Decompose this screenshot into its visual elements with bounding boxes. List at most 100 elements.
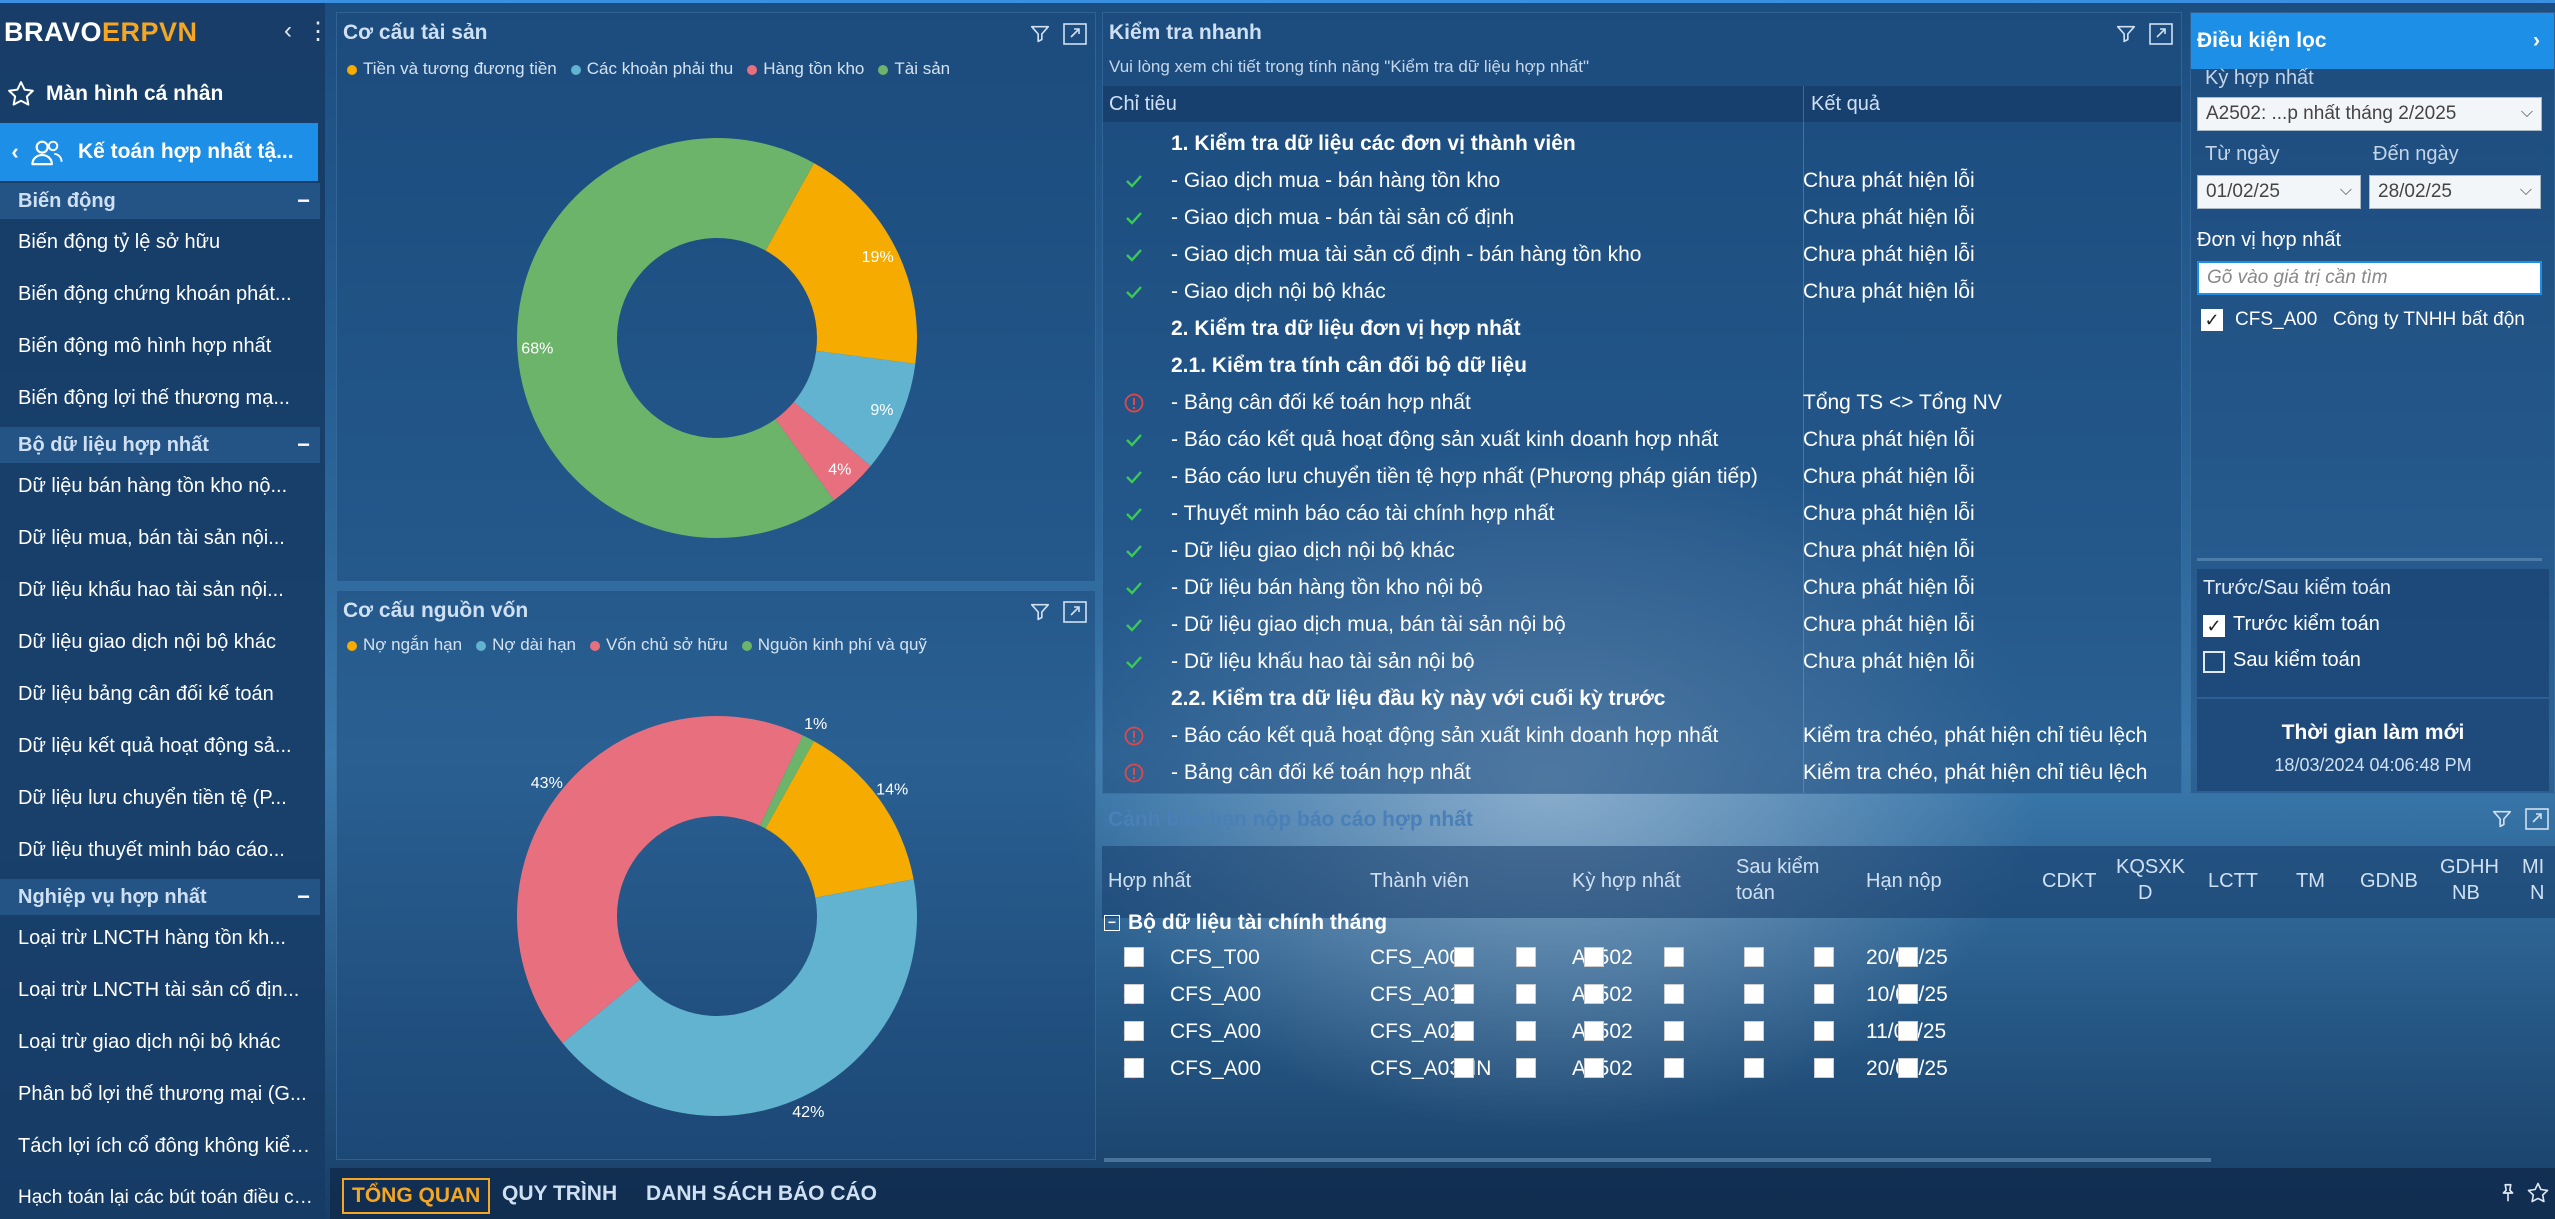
sidebar-item[interactable]: Loại trừ LNCTH tài sản cố địn... xyxy=(18,979,300,1001)
sidebar-item[interactable]: Biến động lợi thế thương mạ... xyxy=(18,387,290,409)
nav-active-module[interactable]: ‹ Kế toán hợp nhất tậ... xyxy=(0,123,318,181)
nav-personal-screen[interactable]: Màn hình cá nhân xyxy=(0,71,325,117)
after-audit-checkbox[interactable] xyxy=(2203,651,2225,673)
status-checkbox[interactable] xyxy=(1584,984,1604,1004)
status-checkbox[interactable] xyxy=(1814,1021,1834,1041)
sidebar-item[interactable]: Tách lợi ích cổ đông không kiểm... xyxy=(18,1135,318,1157)
col-hop-nhat[interactable]: Hợp nhất xyxy=(1108,870,1192,892)
section-nghiep-vu[interactable]: Nghiệp vụ hợp nhất − xyxy=(0,879,320,915)
status-checkbox[interactable] xyxy=(1814,947,1834,967)
sidebar-item[interactable]: Dữ liệu kết quả hoạt động sả... xyxy=(18,735,292,757)
donut-slice[interactable] xyxy=(759,735,814,829)
quick-check-row[interactable]: - Bảng cân đối kế toán hợp nhất Tổng TS <… xyxy=(1103,384,2181,421)
col-thanh-vien[interactable]: Thành viên xyxy=(1370,870,1469,892)
sidebar-item[interactable]: Dữ liệu bảng cân đối kế toán xyxy=(18,683,274,705)
col-gdhh-1[interactable]: GDHH xyxy=(2440,856,2499,878)
star-icon[interactable] xyxy=(2526,1181,2550,1205)
sidebar-item[interactable]: Phân bổ lợi thế thương mại (G... xyxy=(18,1083,307,1105)
sidebar-item[interactable]: Hạch toán lại các bút toán điều chỉn... xyxy=(18,1187,318,1208)
quick-check-row[interactable]: 2. Kiểm tra dữ liệu đơn vị hợp nhất xyxy=(1103,310,2181,347)
sidebar-item[interactable]: Biến động mô hình hợp nhất xyxy=(18,335,272,357)
horizontal-scrollbar[interactable] xyxy=(1104,1158,2211,1162)
status-checkbox[interactable] xyxy=(1744,1021,1764,1041)
sidebar-item[interactable]: Loại trừ LNCTH hàng tồn kh... xyxy=(18,927,286,949)
collapse-icon[interactable]: − xyxy=(297,884,310,909)
status-checkbox[interactable] xyxy=(1124,984,1144,1004)
status-checkbox[interactable] xyxy=(1124,947,1144,967)
quick-check-row[interactable]: 2.1. Kiểm tra tính cân đối bộ dữ liệu xyxy=(1103,347,2181,384)
quick-check-row[interactable]: 1. Kiểm tra dữ liệu các đơn vị thành viê… xyxy=(1103,125,2181,162)
expand-icon[interactable] xyxy=(2525,808,2549,830)
tab-danh-sach-bao-cao[interactable]: DANH SÁCH BÁO CÁO xyxy=(646,1182,877,1205)
status-checkbox[interactable] xyxy=(1454,947,1474,967)
col-ky-hop-nhat[interactable]: Kỳ hợp nhất xyxy=(1572,870,1681,892)
status-checkbox[interactable] xyxy=(1124,1021,1144,1041)
filter-icon[interactable] xyxy=(2491,808,2513,830)
status-checkbox[interactable] xyxy=(1454,984,1474,1004)
unit-search-input[interactable]: Gõ vào giá trị cần tìm xyxy=(2197,261,2542,295)
col-cdkt[interactable]: CDKT xyxy=(2042,870,2097,892)
status-checkbox[interactable] xyxy=(1898,984,1918,1004)
status-checkbox[interactable] xyxy=(1744,1058,1764,1078)
status-checkbox[interactable] xyxy=(1664,1058,1684,1078)
status-checkbox[interactable] xyxy=(1516,1021,1536,1041)
collapse-icon[interactable]: − xyxy=(297,188,310,213)
sidebar-item[interactable]: Biến động tỷ lệ sở hữu xyxy=(18,231,221,253)
quick-check-row[interactable]: - Báo cáo kết quả hoạt động sản xuất kin… xyxy=(1103,421,2181,458)
status-checkbox[interactable] xyxy=(1584,947,1604,967)
chevron-right-icon[interactable]: › xyxy=(2533,29,2540,52)
status-checkbox[interactable] xyxy=(1814,984,1834,1004)
tab-quy-trinh[interactable]: QUY TRÌNH xyxy=(502,1182,618,1205)
col-han-nop[interactable]: Hạn nộp xyxy=(1866,870,1942,892)
quick-check-row[interactable]: - Giao dịch nội bộ khác Chưa phát hiện lỗ… xyxy=(1103,273,2181,310)
quick-check-row[interactable]: - Thuyết minh báo cáo tài chính hợp nhất… xyxy=(1103,495,2181,532)
filter-icon[interactable] xyxy=(2115,23,2137,45)
status-checkbox[interactable] xyxy=(1584,1021,1604,1041)
section-bo-du-lieu[interactable]: Bộ dữ liệu hợp nhất − xyxy=(0,427,320,463)
donut-slice[interactable] xyxy=(775,402,871,501)
status-checkbox[interactable] xyxy=(1454,1021,1474,1041)
quick-check-row[interactable]: - Dữ liệu giao dịch mua, bán tài sản nội… xyxy=(1103,606,2181,643)
expand-icon[interactable] xyxy=(1063,23,1087,45)
sidebar-item[interactable]: Dữ liệu khấu hao tài sản nội... xyxy=(18,579,284,601)
to-date-input[interactable]: 28/02/25 ⌵ xyxy=(2369,175,2541,209)
status-checkbox[interactable] xyxy=(1898,1021,1918,1041)
status-checkbox[interactable] xyxy=(1664,984,1684,1004)
quick-check-row[interactable]: - Giao dịch mua - bán hàng tồn kho Chưa p… xyxy=(1103,162,2181,199)
status-checkbox[interactable] xyxy=(1814,1058,1834,1078)
quick-check-row[interactable]: - Báo cáo kết quả hoạt động sản xuất kin… xyxy=(1103,717,2181,754)
quick-check-row[interactable]: - Giao dịch mua - bán tài sản cố định Chư… xyxy=(1103,199,2181,236)
tab-tong-quan[interactable]: TỔNG QUAN xyxy=(342,1178,491,1214)
sidebar-item[interactable]: Dữ liệu bán hàng tồn kho nộ... xyxy=(18,475,288,497)
col-criteria[interactable]: Chỉ tiêu xyxy=(1109,93,1177,115)
col-tm[interactable]: TM xyxy=(2296,870,2325,892)
quick-check-row[interactable]: - Báo cáo lưu chuyển tiền tệ hợp nhất (P… xyxy=(1103,458,2181,495)
sidebar-item[interactable]: Dữ liệu thuyết minh báo cáo... xyxy=(18,839,285,861)
more-options-icon[interactable]: ⋮ xyxy=(306,18,330,45)
donut-slice[interactable] xyxy=(562,879,917,1116)
quick-check-row[interactable]: - Giao dịch mua tài sản cố định - bán hà… xyxy=(1103,236,2181,273)
pin-icon[interactable] xyxy=(2497,1182,2519,1204)
collapse-group-icon[interactable]: − xyxy=(1104,915,1120,931)
quick-check-row[interactable]: 2.2. Kiểm tra dữ liệu đầu kỳ này với cuố… xyxy=(1103,680,2181,717)
collapse-sidebar-icon[interactable]: ‹ xyxy=(284,17,292,44)
sidebar-item[interactable]: Biến động chứng khoán phát... xyxy=(18,283,292,305)
quick-check-row[interactable]: - Dữ liệu khấu hao tài sản nội bộ Chưa ph… xyxy=(1103,643,2181,680)
sidebar-item[interactable]: Dữ liệu giao dịch nội bộ khác xyxy=(18,631,276,653)
status-checkbox[interactable] xyxy=(1454,1058,1474,1078)
donut-slice[interactable] xyxy=(793,350,916,467)
unit-checkbox[interactable]: ✓ xyxy=(2201,309,2223,331)
filter-icon[interactable] xyxy=(1029,601,1051,623)
quick-check-row[interactable]: - Bảng cân đối kế toán hợp nhất Kiểm tra … xyxy=(1103,754,2181,791)
sidebar-item[interactable]: Dữ liệu mua, bán tài sản nội... xyxy=(18,527,285,549)
col-kqsxkd-1[interactable]: KQSXK xyxy=(2116,856,2185,878)
quick-check-row[interactable]: - Dữ liệu bán hàng tồn kho nội bộ Chưa ph… xyxy=(1103,569,2181,606)
filter-icon[interactable] xyxy=(1029,23,1051,45)
sidebar-item[interactable]: Loại trừ giao dịch nội bộ khác xyxy=(18,1031,281,1053)
status-checkbox[interactable] xyxy=(1744,984,1764,1004)
donut-slice[interactable] xyxy=(517,716,803,1043)
